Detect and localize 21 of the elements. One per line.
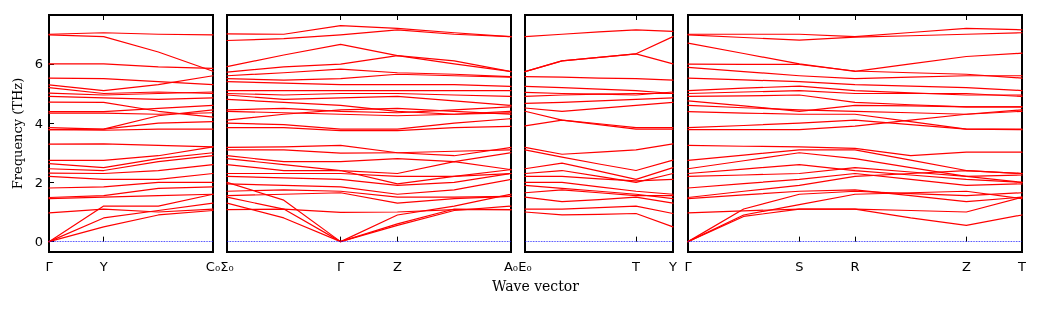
y-axis-title: Frequency (THz) [9,77,25,190]
x-tick-label: T [1017,259,1027,274]
y-tick-label: 6 [34,56,43,72]
x-tick-label: Σ₀ [220,259,234,274]
x-tick-label: Γ [336,259,345,274]
x-tick-label: S [795,259,804,274]
x-tick-label: C₀ [205,259,221,274]
x-tick-label: Z [392,259,402,274]
x-tick-label: E₀ [518,259,532,274]
x-tick-label: Γ [45,259,54,274]
x-tick-label: T [631,259,641,274]
x-axis-title: Wave vector [491,278,580,294]
y-tick-label: 2 [34,174,43,190]
x-tick-label: R [850,259,860,274]
y-tick-label: 0 [34,234,43,250]
x-tick-label: Y [98,259,108,274]
x-tick-label: A₀ [503,259,519,274]
x-tick-label: Z [961,259,971,274]
x-tick-label: Γ [684,259,693,274]
y-tick-label: 4 [34,115,43,131]
x-tick-label: Y [668,259,678,274]
